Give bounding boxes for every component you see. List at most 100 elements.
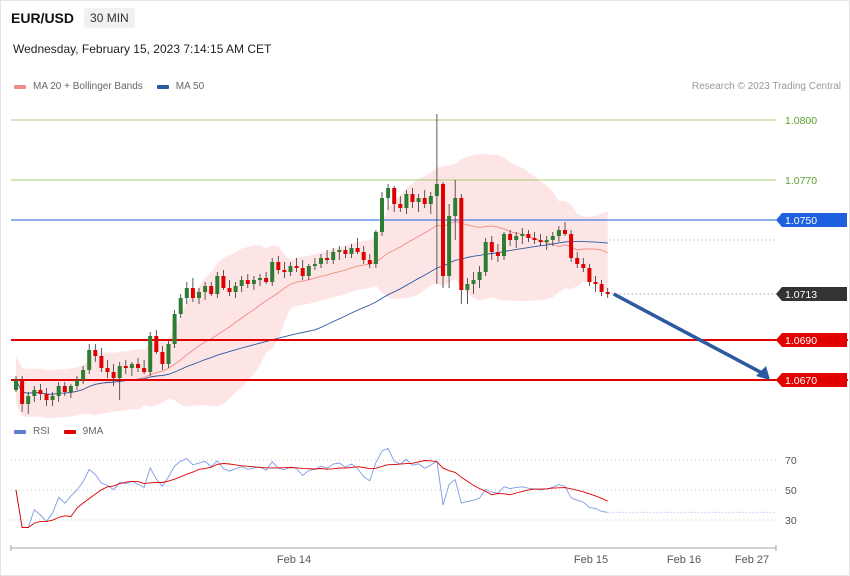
candle-body [471,280,476,284]
price-legend: MA 20 + Bollinger Bands MA 50 [14,81,218,92]
rsi-tick-0: 70 [785,455,797,467]
x-tick-label-2: Feb 16 [667,554,701,566]
symbol-label: EUR/USD [11,10,75,26]
rsi-9ma-line [15,460,608,528]
candle-body [190,288,195,298]
candle-body [251,280,256,284]
candle-body [502,234,506,256]
candle-body [148,336,153,372]
candle-body [563,230,567,234]
x-tick-label-3: Feb 27 [735,554,769,566]
candle-body [160,352,165,364]
legend-item-rsi: RSI [14,426,50,437]
candle-body [68,386,73,392]
candle-body [532,238,537,240]
level-label-0: 1.0800 [785,115,817,127]
chart-header: EUR/USD 30 MIN [11,8,135,28]
candle-body [593,282,598,284]
candle-body [14,380,18,390]
candle-body [93,350,98,356]
level-label-1: 1.0770 [785,175,817,187]
candle-body [398,204,403,208]
candle-body [209,286,214,294]
candle-body [465,284,470,290]
candle-body [227,288,232,292]
legend-swatch-rsi [14,429,26,434]
candle-body [123,366,128,368]
candle-body [38,390,43,394]
candle-body [483,242,488,272]
legend-item-ma20: MA 20 + Bollinger Bands [14,81,143,92]
legend-label-rsi: RSI [33,426,50,437]
rsi-tick-2: 30 [785,515,797,527]
candle-body [306,266,311,276]
candle-body [392,188,397,204]
candle-body [99,356,104,368]
candle-body [447,216,452,276]
candle-body [203,286,208,292]
candle-body [282,270,287,272]
candle-body [441,184,445,276]
candle-body [270,262,275,282]
candle-body [197,292,201,298]
candle-body [136,364,140,368]
legend-label-ma50: MA 50 [175,81,205,92]
candle-body [434,184,439,196]
candle-body [215,276,220,294]
candle-body [404,194,409,208]
candle-body [26,396,31,404]
candle-body [380,198,384,232]
candle-body [367,260,372,264]
candle-body [349,248,354,254]
candle-body [245,280,250,284]
candle-body [62,386,67,392]
candle-body [288,266,293,272]
candle-body [599,284,604,292]
candle-body [556,230,561,236]
candle-body [477,272,482,280]
candle-body [355,248,360,252]
timeframe-button[interactable]: 30 MIN [84,8,135,28]
level-tag-5 [776,373,847,387]
candle-body [325,258,330,260]
candle-body [520,234,525,236]
candle-body [166,344,171,364]
candle-body [550,236,555,240]
candle-body [459,198,464,290]
candle-body [508,234,513,240]
datetime-label: Wednesday, February 15, 2023 7:14:15 AM … [13,42,272,56]
candle-body [386,188,391,198]
legend-swatch-ma20 [14,84,26,89]
x-tick-label-1: Feb 15 [574,554,608,566]
level-label-3: 1.0713 [785,289,817,301]
candle-body [294,266,299,268]
candle-body [129,364,134,368]
candle-body [410,194,415,202]
candle-body [416,198,421,202]
legend-swatch-9ma [63,429,76,434]
candle-body [172,314,177,344]
candle-body [239,280,244,286]
candle-body [331,252,336,260]
candle-body [514,236,519,240]
rsi-legend: RSI 9MA [14,426,117,437]
candle-body [117,366,122,378]
candle-body [373,232,378,264]
candle-body [87,350,92,370]
candle-body [343,250,348,254]
rsi-line [15,447,608,528]
legend-label-ma20: MA 20 + Bollinger Bands [33,81,143,92]
target-arrow-shaft [612,292,765,376]
candle-body [221,276,226,288]
candle-body [312,264,317,266]
candle-body [575,258,580,264]
candle-body [258,278,262,280]
level-tag-4 [776,333,847,347]
level-tag-3 [776,287,847,301]
candle-body [605,292,610,294]
candle-body [300,268,305,276]
rsi-tick-1: 50 [785,485,797,497]
candle-body [428,196,433,204]
candle-body [319,258,323,264]
